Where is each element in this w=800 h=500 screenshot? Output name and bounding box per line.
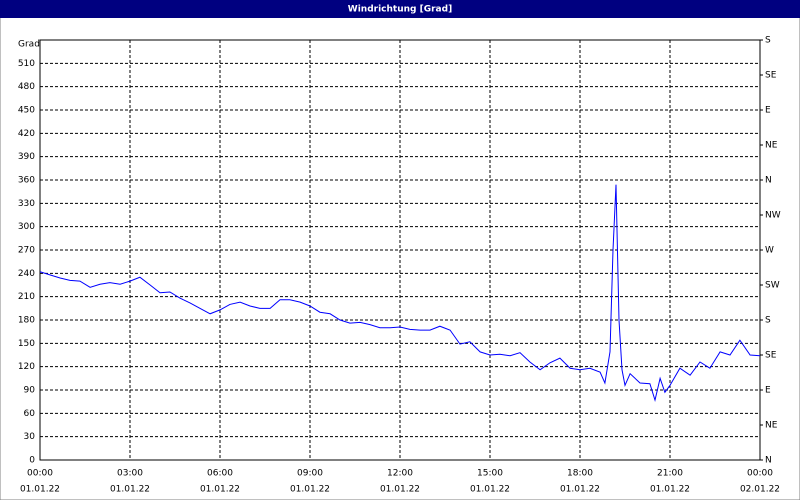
x-tick-date: 01.01.22	[110, 485, 150, 495]
title-bar	[0, 0, 800, 18]
x-tick-date: 01.01.22	[200, 485, 240, 495]
x-tick-date: 01.01.22	[470, 485, 510, 495]
y-tick-label: 150	[18, 339, 35, 349]
y-tick-label: 30	[24, 432, 36, 442]
y2-tick-label: N	[765, 456, 772, 466]
y2-tick-label: SE	[765, 351, 777, 361]
x-tick-label: 21:00	[657, 469, 683, 479]
y2-tick-label: NE	[765, 141, 778, 151]
y-tick-label: 240	[18, 269, 35, 279]
x-tick-label: 18:00	[567, 469, 593, 479]
y-axis-label: Grad	[18, 40, 40, 50]
y-tick-label: 510	[18, 59, 35, 69]
y-tick-label: 480	[18, 82, 35, 92]
y-tick-label: 90	[24, 386, 36, 396]
y-tick-label: 180	[18, 316, 35, 326]
y2-tick-label: E	[765, 106, 771, 116]
x-tick-date: 01.01.22	[380, 485, 420, 495]
x-tick-label: 03:00	[117, 469, 143, 479]
y2-tick-label: NW	[765, 211, 781, 221]
x-tick-label: 06:00	[207, 469, 233, 479]
y-tick-label: 420	[18, 129, 35, 139]
y2-tick-label: SE	[765, 71, 777, 81]
y2-tick-label: W	[765, 246, 774, 256]
x-tick-label: 00:00	[747, 469, 773, 479]
chart-title: Windrichtung [Grad]	[348, 5, 452, 15]
y-tick-label: 300	[18, 222, 35, 232]
y2-tick-label: S	[765, 36, 771, 46]
y-tick-label: 450	[18, 106, 35, 116]
y-tick-label: 210	[18, 292, 35, 302]
y-tick-label: 330	[18, 199, 35, 209]
y-tick-label: 60	[24, 409, 36, 419]
y-tick-label: 120	[18, 362, 35, 372]
x-tick-date: 01.01.22	[650, 485, 690, 495]
y2-tick-label: N	[765, 176, 772, 186]
y2-tick-label: E	[765, 386, 771, 396]
y2-tick-label: NE	[765, 421, 778, 431]
x-tick-label: 15:00	[477, 469, 503, 479]
x-tick-date: 01.01.22	[290, 485, 330, 495]
x-tick-label: 09:00	[297, 469, 323, 479]
y-tick-label: 270	[18, 246, 35, 256]
y-tick-label: 360	[18, 176, 35, 186]
y2-tick-label: SW	[765, 281, 780, 291]
y-tick-label: 390	[18, 152, 35, 162]
x-tick-date: 01.01.22	[20, 485, 60, 495]
x-tick-label: 12:00	[387, 469, 413, 479]
y-tick-label: 0	[29, 456, 35, 466]
y2-tick-label: S	[765, 316, 771, 326]
x-tick-date: 01.01.22	[560, 485, 600, 495]
data-line	[39, 184, 761, 403]
x-tick-label: 00:00	[27, 469, 53, 479]
x-tick-date: 02.01.22	[740, 485, 780, 495]
